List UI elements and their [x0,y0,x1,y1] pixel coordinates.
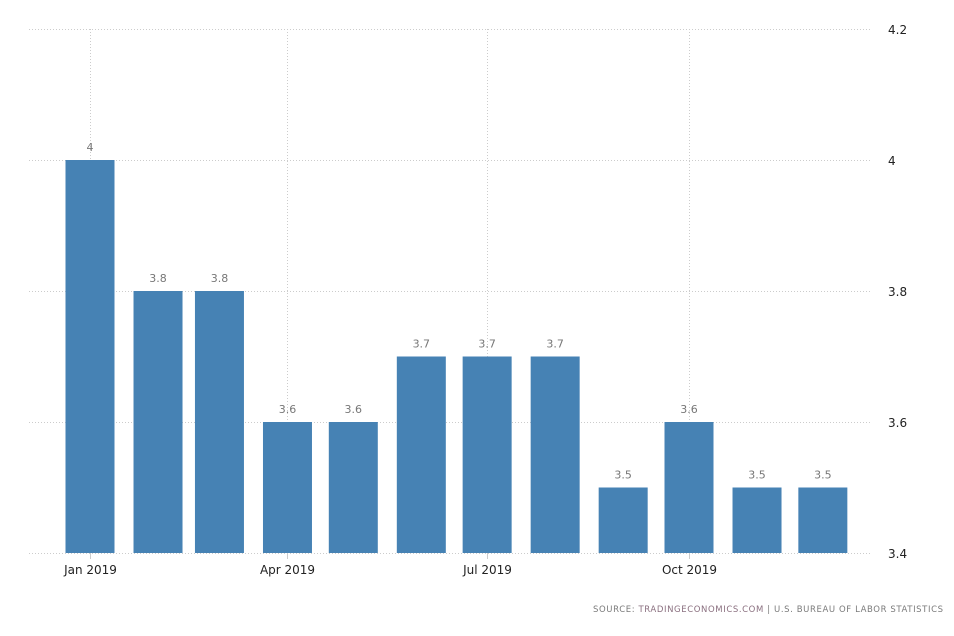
bar [798,487,848,553]
bar [598,487,648,553]
y-tick-label: 4 [888,154,896,168]
bar [262,422,312,553]
x-tick-label: Jan 2019 [63,563,117,577]
y-tick-label: 3.8 [888,285,907,299]
source-separator: | [763,605,774,615]
data-label: 3.7 [413,338,431,351]
x-tick-label: Oct 2019 [662,563,717,577]
bar [530,356,580,553]
bar [328,422,378,553]
source-note: SOURCE: TRADINGECONOMICS.COM | U.S. BURE… [593,605,944,615]
x-tick-label: Jul 2019 [462,563,512,577]
source-site-link[interactable]: TRADINGECONOMICS.COM [638,605,764,615]
data-label: 3.5 [814,469,832,482]
bar [732,487,782,553]
bar [194,291,244,553]
x-tick-label: Apr 2019 [260,563,315,577]
data-label: 3.8 [211,272,229,285]
y-tick-label: 3.4 [888,547,907,561]
bar [462,356,512,553]
y-tick-label: 4.2 [888,23,907,37]
data-label: 3.8 [149,272,167,285]
y-tick-label: 3.6 [888,416,907,430]
data-label: 3.5 [748,469,766,482]
bar [133,291,183,553]
data-label: 3.7 [478,338,496,351]
data-label: 3.5 [614,469,632,482]
data-label: 3.7 [546,338,564,351]
data-label: 3.6 [279,403,297,416]
bar [65,160,115,553]
source-prefix: SOURCE: [593,605,639,615]
bar [396,356,446,553]
data-label: 3.6 [345,403,363,416]
data-label: 4 [87,141,94,154]
data-label: 3.6 [680,403,698,416]
source-agency: U.S. BUREAU OF LABOR STATISTICS [774,605,944,615]
bar [664,422,714,553]
